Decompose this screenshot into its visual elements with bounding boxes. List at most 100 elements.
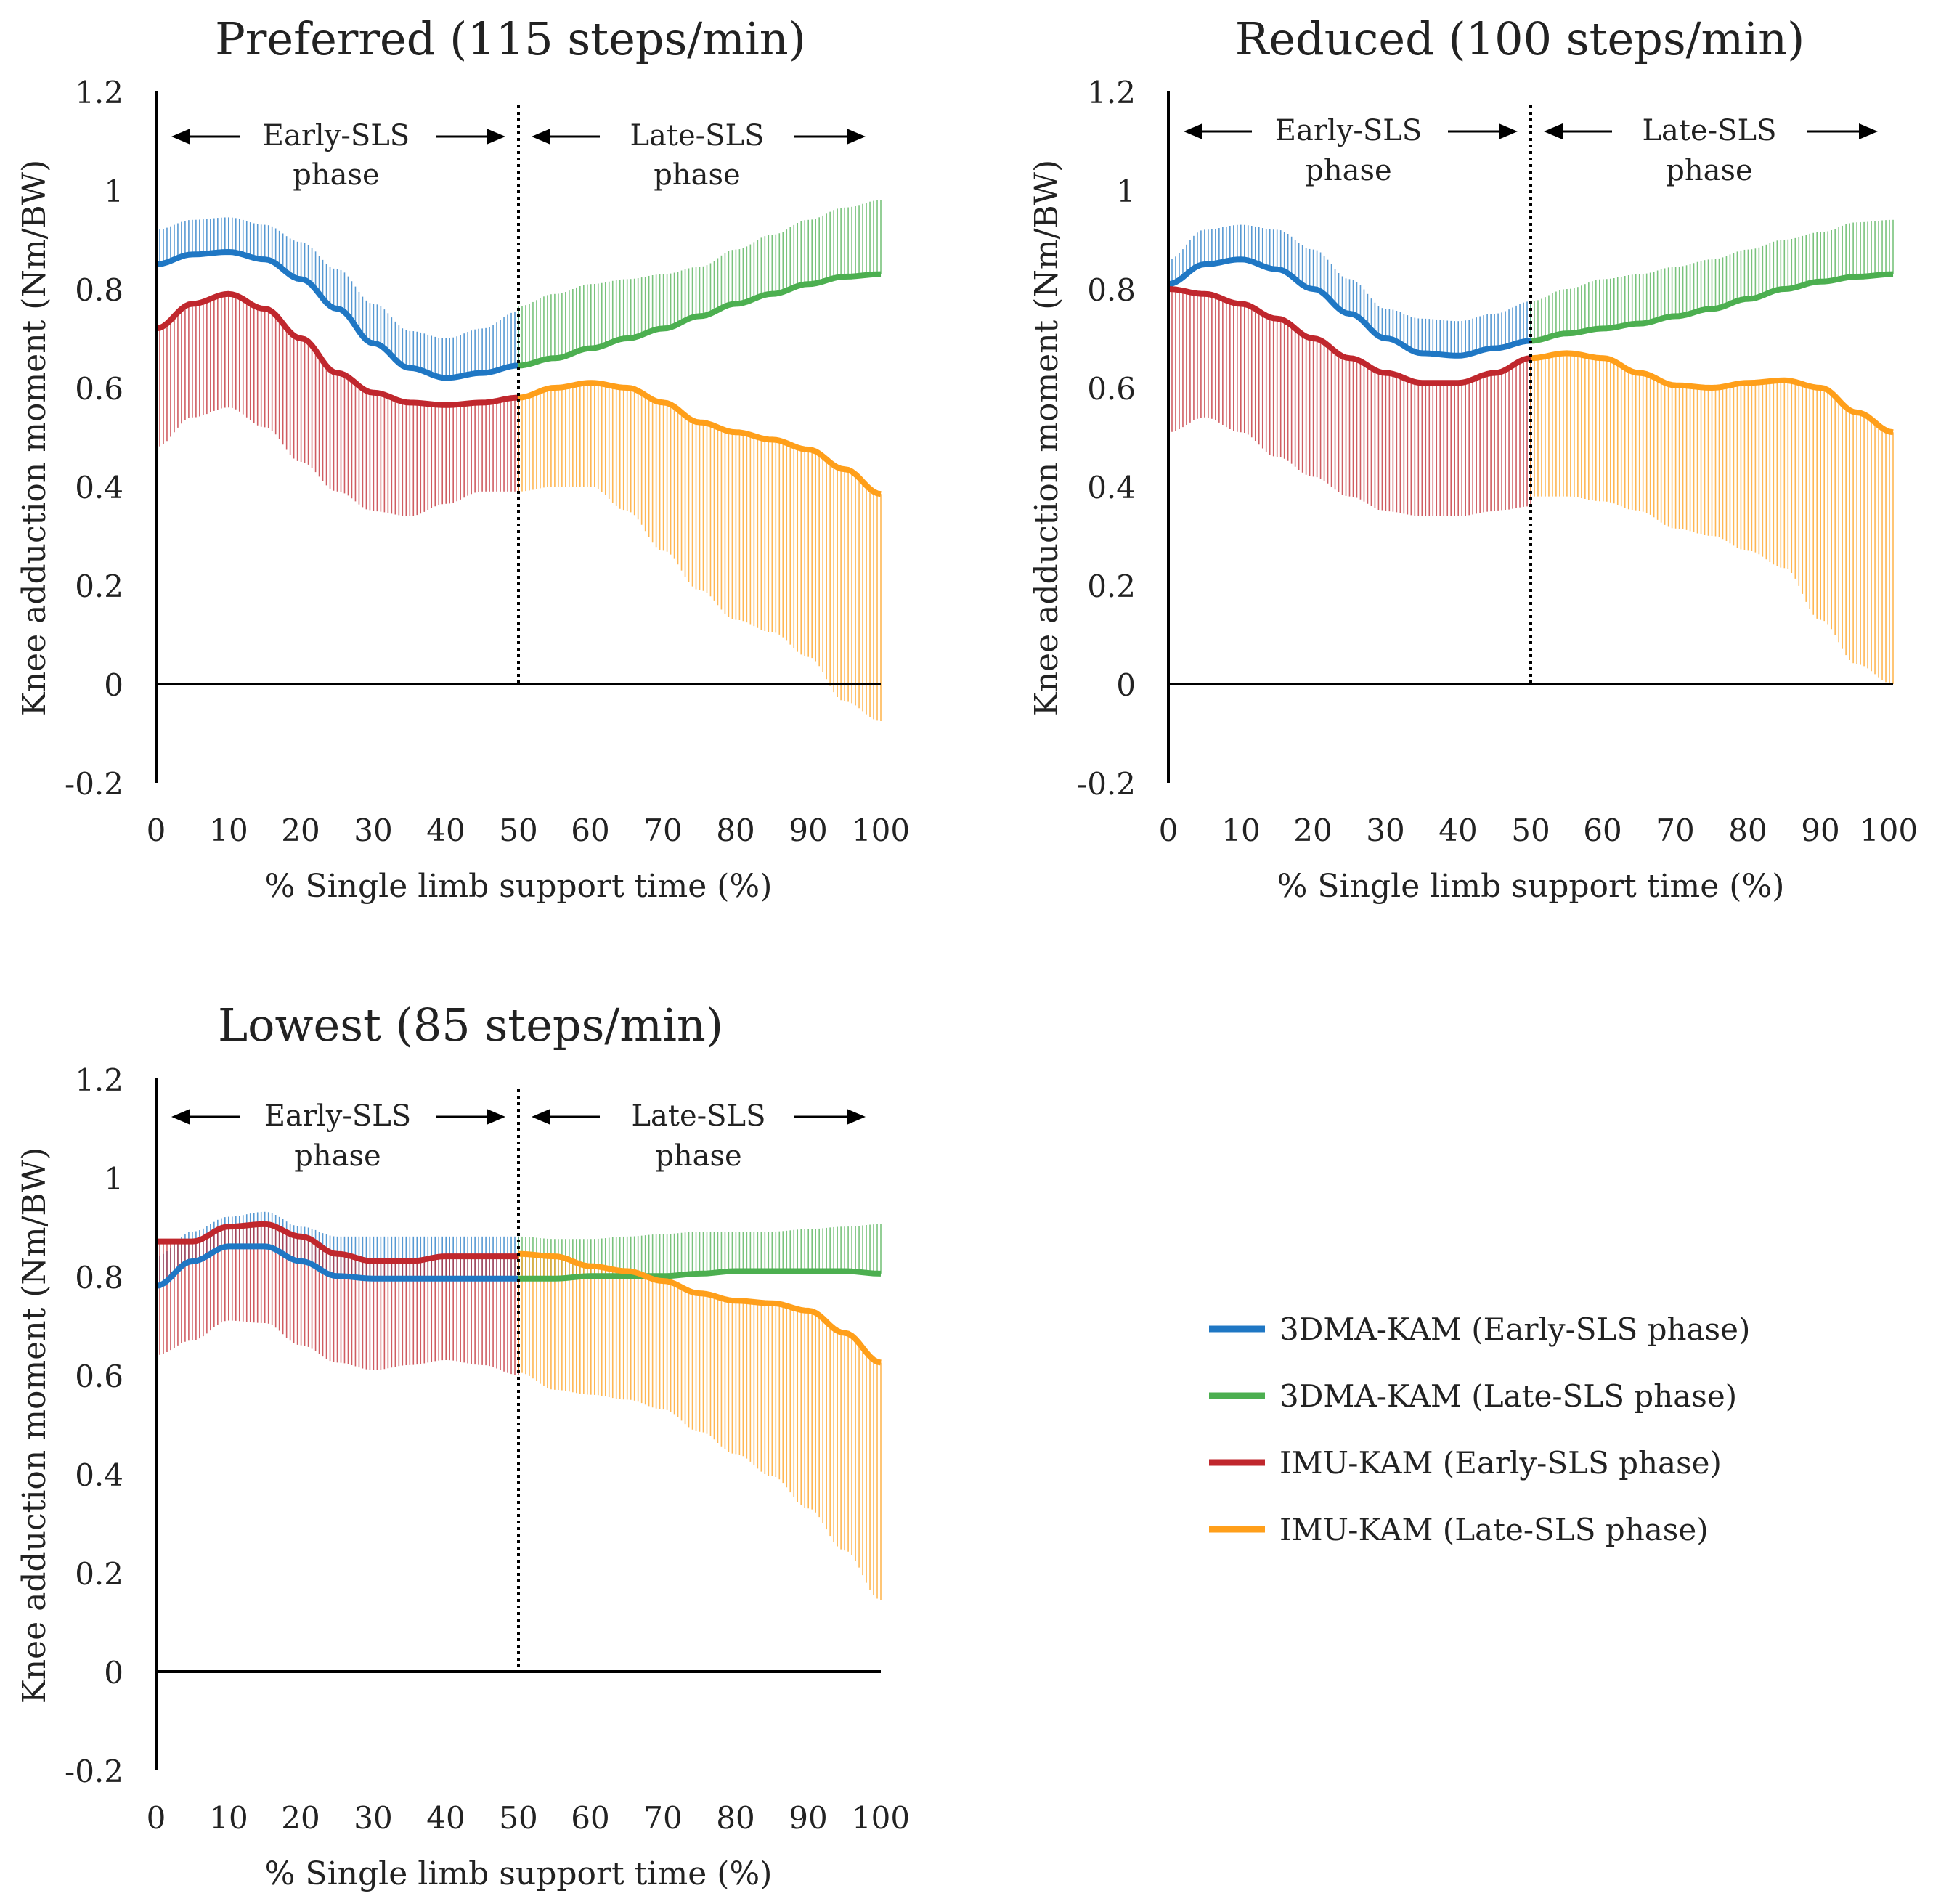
phase-label: Early-SLS [1275,114,1422,147]
y-axis-label: Knee adduction moment (Nm/BW) [16,160,53,716]
sd-band-dma_late [1530,219,1894,341]
phase-label: phase [654,158,740,192]
x-tick-label: 50 [499,1800,537,1836]
phase-label: phase [655,1139,741,1173]
panel-reduced: Reduced (100 steps/min) Knee adduction m… [1028,12,1918,905]
sd-band-imu_early [1168,289,1531,516]
y-tick-label: 0.2 [75,569,123,604]
legend-label: IMU-KAM (Early-SLS phase) [1279,1445,1722,1481]
phase-annotation-early: Early-SLS phase [171,119,505,192]
y-tick-label: 0.6 [75,1359,123,1394]
y-tick-label: 0.8 [75,1260,123,1295]
x-tick-label: 100 [1860,813,1918,848]
x-axis-label: % Single limb support time (%) [265,1855,773,1892]
x-tick-label: 80 [716,1800,754,1836]
x-tick-label: 20 [281,1800,320,1836]
y-tick-label: 0.6 [1087,371,1136,407]
y-tick-label: 1 [104,1161,123,1197]
phase-label: Early-SLS [264,1099,411,1133]
legend: 3DMA-KAM (Early-SLS phase) 3DMA-KAM (Lat… [1209,1311,1750,1547]
x-tick-label: 10 [209,1800,248,1836]
x-tick-label: 70 [643,813,682,848]
panel-title: Lowest (85 steps/min) [218,998,723,1051]
x-tick-label: 10 [1221,813,1260,848]
x-tick-labels: 0 10 20 30 40 50 60 70 80 90 100 [1159,813,1918,848]
phase-label: phase [1666,154,1752,187]
y-tick-label: 0.2 [1087,569,1136,604]
phase-label: Late-SLS [1642,114,1776,147]
sd-band-imu_early [155,1224,519,1375]
x-axis-label: % Single limb support time (%) [265,868,773,905]
phase-annotation-early: Early-SLS phase [1184,114,1518,187]
y-tick-label: 1.2 [1087,75,1136,110]
y-tick-label: 0 [104,667,123,703]
y-tick-label: 0.4 [1087,470,1136,505]
phase-label: Late-SLS [630,119,764,152]
y-tick-label: 0.4 [75,1457,123,1493]
phase-label: Late-SLS [631,1099,765,1133]
phase-annotation-early: Early-SLS phase [171,1099,505,1173]
x-tick-label: 50 [1511,813,1550,848]
legend-entry: 3DMA-KAM (Early-SLS phase) [1209,1311,1750,1347]
x-tick-label: 70 [1656,813,1694,848]
phase-label: Early-SLS [263,119,410,152]
y-tick-label: -0.2 [1077,766,1136,802]
x-tick-labels: 0 10 20 30 40 50 60 70 80 90 100 [147,1800,910,1836]
phase-label: phase [1305,154,1391,187]
x-tick-label: 60 [571,813,609,848]
y-tick-labels: 1.2 1 0.8 0.6 0.4 0.2 0 -0.2 [65,1062,123,1789]
y-tick-labels: 1.2 1 0.8 0.6 0.4 0.2 0 -0.2 [65,75,123,802]
phase-annotation-late: Late-SLS phase [532,119,866,192]
y-tick-label: 0.8 [75,272,123,308]
y-tick-label: 1 [104,174,123,209]
y-tick-label: 0.2 [75,1556,123,1592]
x-tick-label: 40 [1438,813,1477,848]
y-tick-label: -0.2 [65,1754,123,1789]
sd-band-imu_early [155,293,519,516]
y-tick-label: 0.6 [75,371,123,407]
x-tick-label: 70 [643,1800,682,1836]
x-tick-label: 30 [1366,813,1404,848]
y-tick-label: -0.2 [65,766,123,802]
x-tick-label: 60 [571,1800,609,1836]
legend-label: IMU-KAM (Late-SLS phase) [1279,1512,1709,1547]
legend-entry: IMU-KAM (Early-SLS phase) [1209,1445,1722,1481]
y-tick-label: 1 [1116,174,1136,209]
phase-label: phase [293,158,379,192]
panel-title: Preferred (115 steps/min) [215,12,806,65]
legend-entry: 3DMA-KAM (Late-SLS phase) [1209,1378,1737,1414]
phase-label: phase [294,1139,381,1173]
x-tick-label: 0 [147,1800,166,1836]
sd-band-imu_late [518,1253,882,1600]
panel-preferred: Preferred (115 steps/min) Knee adduction… [16,12,910,905]
panel-title: Reduced (100 steps/min) [1235,12,1805,65]
x-tick-label: 100 [852,1800,910,1836]
x-tick-label: 10 [209,813,248,848]
legend-entry: IMU-KAM (Late-SLS phase) [1209,1512,1709,1547]
sd-band-dma_late [518,200,882,366]
x-tick-label: 40 [426,1800,465,1836]
x-tick-label: 100 [852,813,910,848]
legend-label: 3DMA-KAM (Early-SLS phase) [1279,1311,1750,1347]
y-tick-label: 1.2 [75,1062,123,1098]
y-tick-label: 1.2 [75,75,123,110]
x-tick-label: 0 [1159,813,1179,848]
sd-band-imu_late [518,383,882,721]
y-axis-label: Knee adduction moment (Nm/BW) [16,1147,53,1704]
y-axis-label: Knee adduction moment (Nm/BW) [1028,160,1065,716]
x-tick-label: 40 [426,813,465,848]
x-tick-label: 90 [1801,813,1839,848]
phase-annotation-late: Late-SLS phase [1544,114,1878,187]
y-tick-label: 0.4 [75,470,123,505]
sd-band-imu_late [1530,353,1894,684]
y-tick-labels: 1.2 1 0.8 0.6 0.4 0.2 0 -0.2 [1077,75,1136,802]
panel-lowest: Lowest (85 steps/min) Knee adduction mom… [16,998,910,1892]
x-tick-label: 0 [147,813,166,848]
y-tick-label: 0 [1116,667,1136,703]
x-tick-label: 20 [1293,813,1332,848]
x-tick-labels: 0 10 20 30 40 50 60 70 80 90 100 [147,813,910,848]
x-tick-label: 90 [789,813,827,848]
x-tick-label: 90 [789,1800,827,1836]
y-tick-label: 0.8 [1087,272,1136,308]
sd-band-dma_early [155,217,519,378]
